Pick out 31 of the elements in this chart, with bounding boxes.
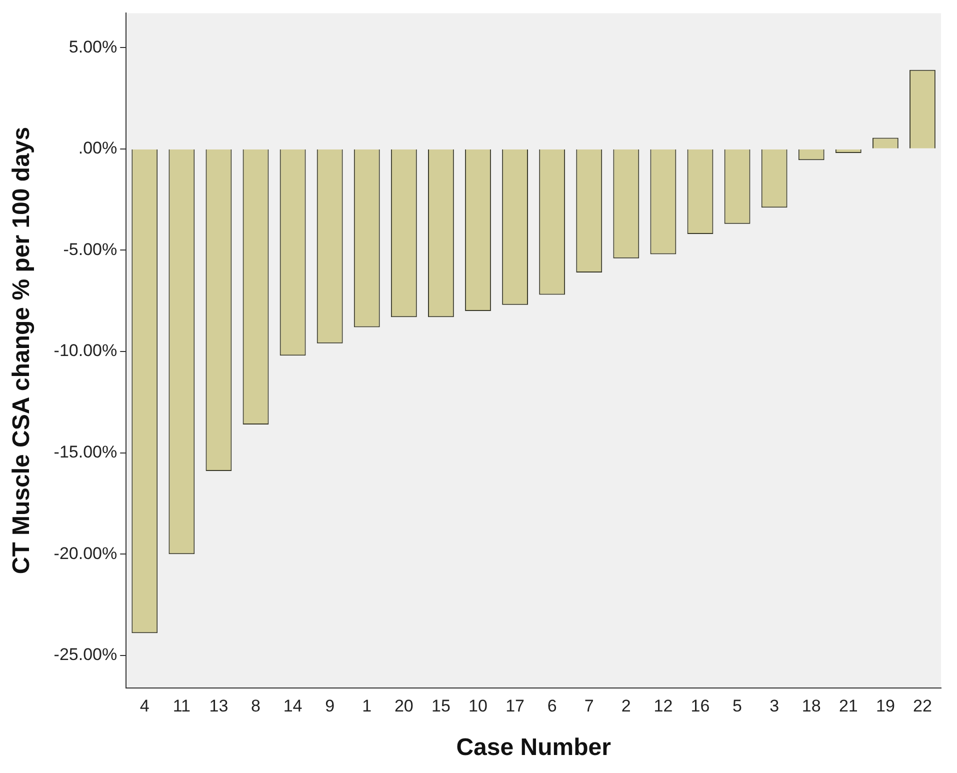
x-tick-label: 8: [251, 696, 260, 716]
x-tick-label: 20: [394, 696, 414, 716]
x-tick-label: 22: [913, 696, 932, 716]
x-tick-label: 5: [732, 696, 742, 716]
x-axis-title: Case Number: [456, 734, 611, 762]
x-tick-label: 19: [876, 696, 895, 716]
y-tick-label: -5.00%: [63, 240, 118, 259]
x-tick-label: 6: [547, 696, 557, 716]
x-tick-label: 13: [209, 696, 228, 716]
y-tick-label: -10.00%: [54, 341, 118, 360]
x-tick-label: 3: [770, 696, 780, 716]
y-tick-label: -15.00%: [54, 442, 118, 462]
x-tick-label: 7: [584, 696, 594, 716]
x-tick-label: 11: [172, 696, 191, 716]
x-tick-label: 16: [690, 696, 710, 716]
x-tick-label: 21: [838, 696, 858, 716]
x-tick-label: 10: [468, 696, 488, 716]
x-tick-label: 9: [325, 696, 335, 716]
y-tick-label: -20.00%: [54, 544, 118, 563]
y-tick-label: .00%: [78, 138, 118, 158]
x-tick-label: 4: [140, 696, 150, 716]
x-tick-label: 1: [362, 696, 372, 716]
y-tick-label: 5.00%: [68, 37, 118, 56]
y-tick-label: -25.00%: [54, 645, 118, 664]
x-tick-label: 15: [432, 696, 450, 716]
y-axis-title: CT Muscle CSA change % per 100 days: [8, 126, 36, 574]
x-tick-label: 18: [802, 696, 821, 716]
x-tick-label: 14: [283, 696, 302, 716]
x-tick-label: 12: [654, 696, 673, 716]
x-tick-label: 2: [621, 696, 631, 716]
x-tick-label: 17: [506, 696, 524, 716]
